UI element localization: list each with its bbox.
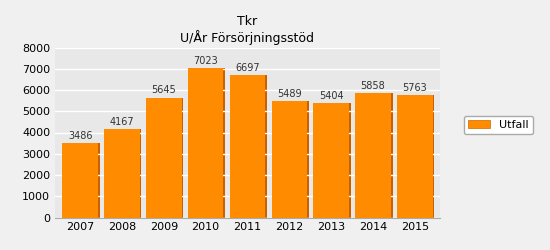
Text: 5858: 5858 [361,81,386,91]
Bar [357,93,393,218]
Bar [355,93,391,218]
Text: 5645: 5645 [151,86,176,96]
Bar [190,68,225,218]
Bar [188,68,223,218]
Text: 4167: 4167 [109,117,134,127]
Legend: Utfall: Utfall [464,116,534,134]
Bar [106,129,141,218]
Text: 5763: 5763 [403,83,427,93]
Bar [104,129,140,218]
Bar [273,101,309,218]
Bar [315,103,351,218]
Bar [397,95,433,218]
Text: 3486: 3486 [68,131,92,141]
Bar [64,144,100,218]
Text: 5489: 5489 [277,89,301,99]
Bar [148,98,183,218]
Text: 7023: 7023 [193,56,218,66]
Bar [62,144,98,218]
Bar [399,95,434,218]
Bar [230,75,265,218]
Text: 5404: 5404 [319,90,344,101]
Title: Tkr
U/År Försörjningsstöd: Tkr U/År Försörjningsstöd [180,14,315,45]
Text: 6697: 6697 [235,63,260,73]
Bar [272,101,307,218]
Bar [232,75,267,218]
Bar [146,98,182,218]
Bar [314,103,349,218]
